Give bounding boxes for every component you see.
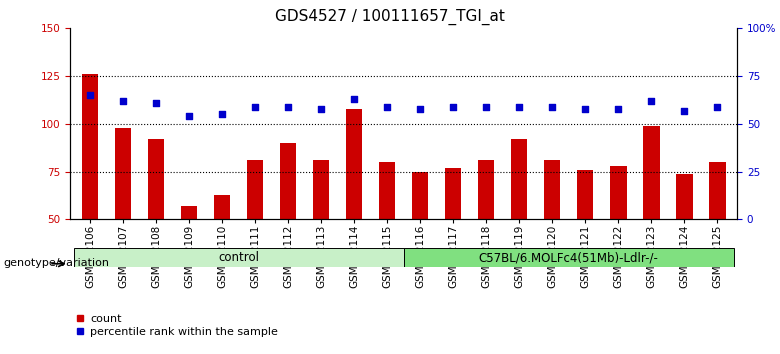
Text: genotype/variation: genotype/variation — [3, 258, 109, 268]
Bar — [643, 126, 660, 219]
Point — [83, 92, 96, 98]
Bar — [73, 248, 403, 267]
Point — [447, 104, 459, 109]
Text: control: control — [218, 251, 259, 264]
Point — [711, 104, 724, 109]
Bar — [478, 160, 495, 219]
Bar — [379, 162, 395, 219]
Bar — [544, 160, 561, 219]
Bar — [147, 139, 165, 219]
Point — [282, 104, 294, 109]
Point — [645, 98, 658, 104]
Bar — [313, 160, 329, 219]
Text: GDS4527 / 100111657_TGI_at: GDS4527 / 100111657_TGI_at — [275, 9, 505, 25]
Point — [579, 106, 591, 112]
Bar — [676, 173, 693, 219]
Bar — [280, 143, 296, 219]
Point — [612, 106, 625, 112]
Point — [513, 104, 526, 109]
Point — [546, 104, 558, 109]
Point — [381, 104, 393, 109]
Point — [480, 104, 492, 109]
Bar — [115, 128, 131, 219]
Bar — [246, 160, 264, 219]
Bar — [445, 168, 462, 219]
Bar — [577, 170, 594, 219]
Bar — [214, 195, 230, 219]
Bar — [610, 166, 626, 219]
Bar — [346, 109, 363, 219]
Point — [216, 112, 229, 117]
Point — [117, 98, 129, 104]
Bar — [82, 74, 98, 219]
Bar — [511, 139, 527, 219]
Point — [348, 96, 360, 102]
Bar — [403, 248, 734, 267]
Point — [150, 100, 162, 106]
Bar — [181, 206, 197, 219]
Point — [414, 106, 427, 112]
Point — [678, 108, 690, 113]
Point — [315, 106, 328, 112]
Legend: count, percentile rank within the sample: count, percentile rank within the sample — [76, 314, 278, 337]
Point — [249, 104, 261, 109]
Bar — [412, 172, 428, 219]
Bar — [709, 162, 725, 219]
Point — [183, 113, 195, 119]
Text: C57BL/6.MOLFc4(51Mb)-Ldlr-/-: C57BL/6.MOLFc4(51Mb)-Ldlr-/- — [479, 251, 658, 264]
